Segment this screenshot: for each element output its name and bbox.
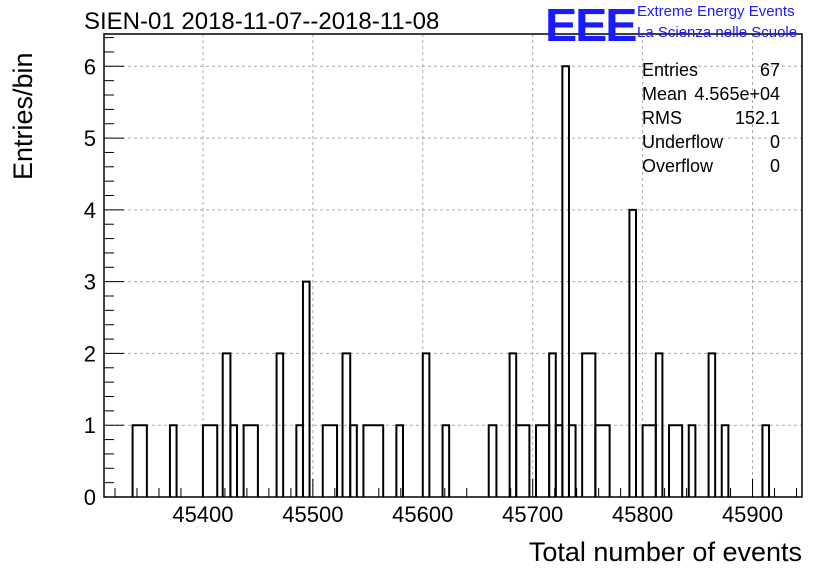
histogram-bin (720, 424, 730, 497)
logo-line-1: Extreme Energy Events (637, 3, 795, 20)
x-tick-label: 45600 (392, 502, 453, 527)
histogram-bin (707, 352, 717, 497)
stats-row-entries: Entries 67 (642, 58, 780, 82)
histogram-bin (487, 424, 498, 497)
histogram-bin (654, 352, 664, 497)
histogram-bin (321, 424, 339, 497)
stats-box: Entries 67 Mean 4.565e+04 RMS 152.1 Unde… (642, 58, 780, 178)
stats-value: 4.565e+04 (694, 84, 780, 104)
stats-value: 152.1 (734, 108, 780, 128)
histogram-bin (275, 352, 285, 497)
x-tick-label: 45700 (502, 502, 563, 527)
y-tick-label: 1 (84, 413, 96, 438)
y-tick-label: 5 (84, 126, 96, 151)
y-tick-label: 3 (84, 270, 96, 295)
stats-value: 0 (769, 132, 780, 152)
histogram-bin (362, 424, 385, 497)
stats-row-overflow: Overflow 0 (642, 154, 780, 178)
stats-key: Underflow (642, 132, 724, 152)
histogram-bin (515, 424, 531, 497)
stats-value: 0 (769, 156, 780, 176)
histogram-bin (628, 208, 638, 497)
stats-key: Entries (642, 60, 699, 80)
histogram-bin (441, 424, 451, 497)
histogram-bin (349, 424, 358, 497)
histogram-bin (242, 424, 259, 497)
x-tick-label: 45800 (612, 502, 673, 527)
stats-key: Overflow (642, 156, 714, 176)
histogram-bin (561, 65, 570, 497)
eee-logo-mark: EEE (545, 0, 637, 51)
stats-row-mean: Mean 4.565e+04 (642, 82, 780, 106)
histogram-bin (131, 424, 148, 497)
y-tick-label: 4 (84, 198, 96, 223)
axes: 45400 45500 45600 45700 45800 45900 0 1 2 3 4 5 6 (84, 33, 803, 527)
x-tick-label: 45500 (282, 502, 343, 527)
histogram-bin (687, 424, 697, 497)
histogram-bars (131, 65, 771, 497)
stats-key: Mean (642, 84, 688, 104)
histogram-bin (301, 280, 311, 497)
histogram-bin (594, 424, 611, 497)
x-tick-label: 45900 (722, 502, 783, 527)
stats-key: RMS (642, 108, 682, 128)
y-tick-label: 2 (84, 341, 96, 366)
y-axis-label: Entries/bin (8, 52, 38, 180)
plot-frame (103, 33, 803, 498)
histogram-bin (168, 424, 178, 497)
histogram-bin (534, 424, 551, 497)
x-axis-label: Total number of events (528, 537, 802, 567)
histogram-bin (667, 424, 684, 497)
histogram-bin (201, 424, 219, 497)
stats-row-underflow: Underflow 0 (642, 130, 780, 154)
x-tick-label: 45400 (172, 502, 233, 527)
y-tick-label: 6 (84, 54, 96, 79)
stats-value: 67 (759, 60, 780, 80)
y-tick-label: 0 (84, 485, 96, 510)
histogram-bin (761, 424, 771, 497)
plot-title: SIEN-01 2018-11-07--2018-11-08 (84, 8, 440, 35)
histogram-bin (395, 424, 404, 497)
histogram-bin (567, 424, 577, 497)
histogram-bin (229, 424, 239, 497)
histogram-bin (421, 352, 431, 497)
histogram-bin (641, 424, 657, 497)
stats-row-rms: RMS 152.1 (642, 106, 780, 130)
logo-line-2: La Scienza nelle Scuole (637, 24, 798, 41)
